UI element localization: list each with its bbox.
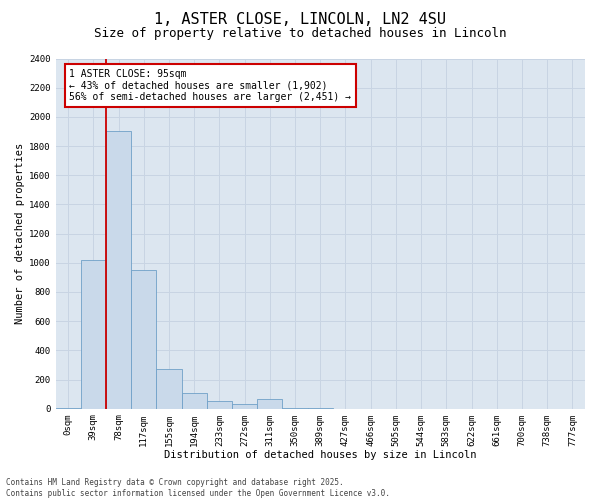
Bar (207, 400, 232, 408)
Y-axis label: Number of detached properties: Number of detached properties (15, 143, 25, 324)
Bar (157, 370, 182, 408)
Bar (106, 132, 131, 408)
Bar (182, 392, 207, 408)
Bar (131, 270, 157, 408)
Text: Contains HM Land Registry data © Crown copyright and database right 2025.
Contai: Contains HM Land Registry data © Crown c… (6, 478, 390, 498)
Text: Size of property relative to detached houses in Lincoln: Size of property relative to detached ho… (94, 28, 506, 40)
Text: 1 ASTER CLOSE: 95sqm
← 43% of detached houses are smaller (1,902)
56% of semi-de: 1 ASTER CLOSE: 95sqm ← 43% of detached h… (70, 68, 352, 102)
Bar (232, 404, 257, 408)
Bar (257, 398, 283, 408)
X-axis label: Distribution of detached houses by size in Lincoln: Distribution of detached houses by size … (164, 450, 476, 460)
Bar (81, 260, 106, 408)
Text: 1, ASTER CLOSE, LINCOLN, LN2 4SU: 1, ASTER CLOSE, LINCOLN, LN2 4SU (154, 12, 446, 28)
